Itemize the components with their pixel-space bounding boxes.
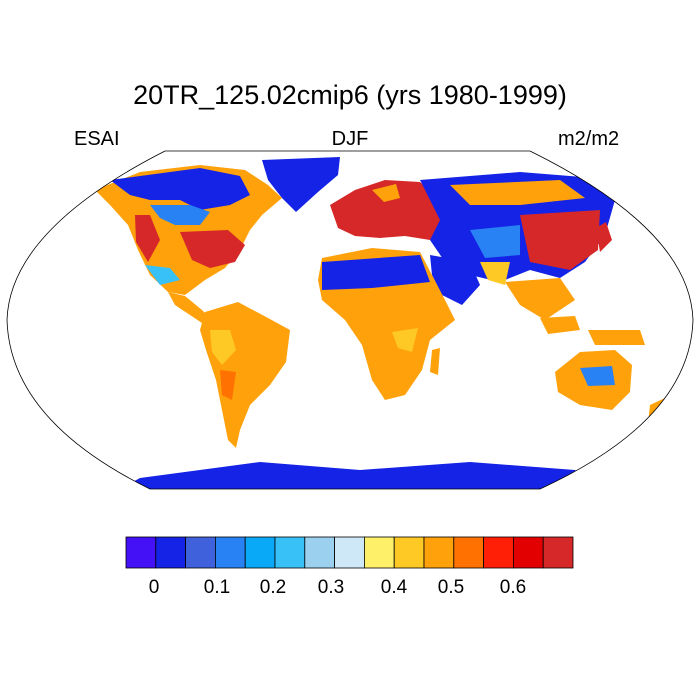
- colorbar-tick-label: 0.2: [260, 577, 286, 598]
- colorbar-swatch: [304, 536, 335, 569]
- arabia: [430, 255, 480, 305]
- colorbar-swatch: [513, 536, 544, 569]
- colorbar-tick-label: 0.6: [500, 577, 526, 598]
- colorbar-swatch: [244, 536, 276, 569]
- land-fields: [95, 157, 665, 489]
- central-america: [168, 292, 212, 325]
- colorbar-swatch: [423, 536, 455, 569]
- plot-title: 20TR_125.02cmip6 (yrs 1980-1999): [133, 80, 567, 110]
- colorbar-swatch: [125, 536, 157, 569]
- globe-outline: [6, 150, 694, 490]
- colorbar-tick-label: 0.5: [438, 577, 464, 598]
- colorbar-swatch: [155, 536, 187, 569]
- colorbar-swatch: [334, 536, 365, 569]
- colorbar-swatch: [542, 536, 574, 569]
- colorbar-tick-label: 0.4: [381, 577, 408, 598]
- colorbar-swatch: [185, 536, 216, 569]
- variable-label: ESAI: [74, 128, 120, 150]
- colorbar-swatch: [393, 536, 425, 569]
- greenland: [262, 157, 340, 212]
- colorbar-swatch: [363, 536, 395, 569]
- season-label: DJF: [331, 128, 369, 150]
- units-label: m2/m2: [558, 128, 620, 150]
- europe: [330, 180, 445, 240]
- colorbar-tick-label: 0.1: [204, 577, 230, 598]
- antarctica: [120, 462, 600, 489]
- colorbar-swatch: [483, 536, 514, 569]
- colorbar-swatch: [214, 536, 246, 569]
- colorbar-tick-label: 0.3: [318, 577, 344, 598]
- colorbar-swatch: [274, 536, 306, 569]
- colorbar-tick-label: 0: [149, 577, 160, 598]
- colorbar-swatch: [453, 536, 484, 569]
